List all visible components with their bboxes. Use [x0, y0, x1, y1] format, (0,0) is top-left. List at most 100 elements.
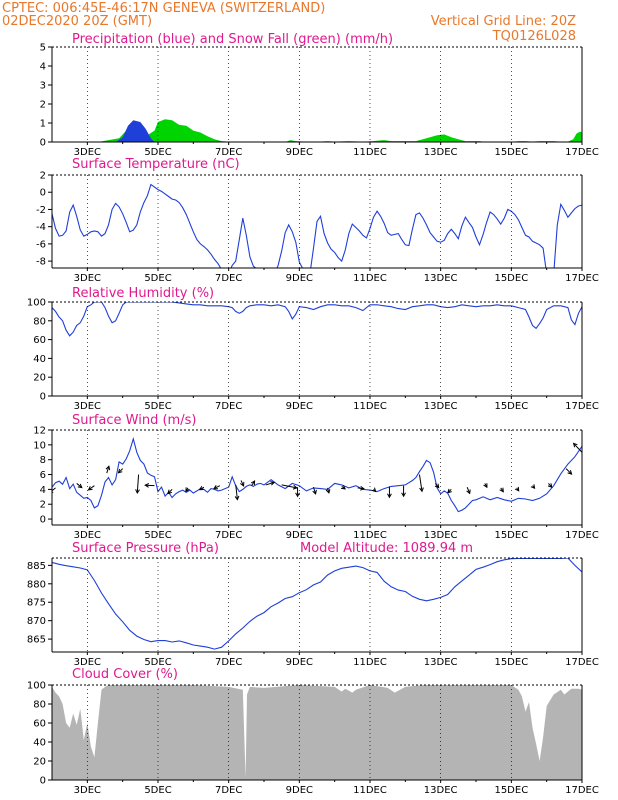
wind-arrow	[76, 483, 83, 489]
x-tick-label: 13DEC	[424, 401, 458, 412]
x-tick-label: 11DEC	[353, 147, 387, 158]
y-tick-label: 20	[33, 373, 46, 384]
plot-area	[52, 302, 582, 337]
panel-pres: Surface Pressure (hPa) Model Altitude: 10…	[27, 541, 599, 668]
y-tick-label: 875	[27, 598, 46, 609]
wind-arrow	[281, 484, 298, 490]
x-tick-label: 5DEC	[144, 273, 171, 284]
y-tick-label: 0	[40, 776, 46, 787]
wind-arrow-shaft	[565, 468, 572, 475]
wind-arrow-head	[87, 486, 93, 491]
precipitation-area	[115, 120, 155, 142]
y-tick-label: 60	[33, 719, 46, 730]
y-tick-label: 80	[33, 700, 46, 711]
x-tick-label: 3DEC	[74, 401, 101, 412]
panel-title: Cloud Cover (%)	[72, 667, 178, 682]
y-tick-label: 12	[33, 426, 46, 437]
temp-series-line	[52, 183, 582, 268]
wind-arrow-shaft	[573, 443, 582, 453]
y-tick-label: 5	[40, 43, 46, 54]
wind-arrow	[565, 468, 573, 475]
wind-arrow	[401, 485, 406, 498]
wind-arrow	[312, 486, 317, 495]
snowfall-area	[97, 119, 582, 142]
panel-title: Surface Wind (m/s)	[72, 413, 196, 428]
wind-arrow	[198, 485, 205, 491]
wind-arrow-head	[270, 481, 276, 486]
wind-arrow	[265, 481, 276, 486]
wind-arrow-head	[240, 481, 245, 487]
x-tick-label: 7DEC	[215, 530, 242, 541]
x-tick-label: 5DEC	[144, 785, 171, 796]
y-tick-label: 865	[27, 635, 46, 646]
wind-arrow	[418, 474, 424, 493]
x-tick-label: 15DEC	[494, 657, 528, 668]
wind-arrow-head	[567, 470, 573, 475]
plot-area	[52, 558, 582, 650]
wind-arrow-head	[466, 489, 471, 495]
cloud-cover-area	[52, 685, 582, 780]
wind-arrow-head	[135, 489, 140, 495]
plot-area	[97, 119, 582, 142]
wind-arrow-head	[325, 488, 331, 494]
y-tick-label: 100	[27, 298, 46, 309]
wind-arrow-head	[360, 485, 365, 491]
model-altitude-label: Model Altitude: 1089.94 m	[300, 541, 473, 556]
x-tick-label: 17DEC	[565, 530, 599, 541]
y-tick-label: 40	[33, 354, 46, 365]
y-tick-label: -2	[36, 205, 46, 216]
x-tick-label: 9DEC	[286, 147, 313, 158]
x-tick-label: 17DEC	[565, 147, 599, 158]
wind-arrow-head	[419, 487, 424, 493]
x-tick-label: 3DEC	[74, 785, 101, 796]
x-tick-label: 15DEC	[494, 401, 528, 412]
y-tick-label: 8	[40, 455, 46, 466]
wind-arrow	[167, 489, 173, 495]
header-model: TQ0126L028	[492, 29, 576, 44]
y-tick-label: 60	[33, 335, 46, 346]
wind-arrow-shaft	[312, 486, 317, 495]
panel-cloud: Cloud Cover (%) 3DEC 5DEC 7DEC 9DEC 11DEC 13DE…	[27, 667, 599, 796]
x-tick-label: 13DEC	[424, 273, 458, 284]
wind-arrow-head	[530, 484, 536, 490]
y-tick-label: 0	[40, 392, 46, 403]
wind-arrow-head	[312, 489, 317, 495]
wind-arrow	[357, 485, 365, 491]
x-tick-label: 15DEC	[494, 530, 528, 541]
wind-arrow-head	[250, 480, 256, 486]
wind-arrow-head	[483, 483, 488, 489]
wind-arrow	[434, 483, 440, 489]
x-tick-label: 11DEC	[353, 785, 387, 796]
wind-arrow	[87, 485, 95, 491]
wind-arrow	[213, 485, 221, 490]
wind-arrow	[105, 465, 111, 474]
wind-arrow-head	[434, 483, 440, 489]
wind-arrow-head	[572, 442, 578, 448]
panel-wind: Surface Wind (m/s) 3DEC 5DEC 7DEC 9DEC 11DEC 1…	[33, 413, 599, 541]
x-tick-label: 9DEC	[286, 401, 313, 412]
wind-arrow	[234, 484, 240, 501]
x-tick-label: 9DEC	[286, 785, 313, 796]
wind-arrow-head	[514, 486, 520, 492]
wind-arrow	[572, 442, 582, 453]
y-tick-label: 4	[40, 485, 46, 496]
wind-arrow-head	[447, 488, 452, 494]
x-tick-label: 17DEC	[565, 657, 599, 668]
x-tick-label: 3DEC	[74, 273, 101, 284]
panel-temp: Surface Temperature (nC) 3DEC 5DEC 7DEC 9DEC…	[36, 157, 599, 284]
y-tick-label: 3	[40, 81, 46, 92]
x-tick-label: 11DEC	[353, 657, 387, 668]
x-tick-label: 13DEC	[424, 530, 458, 541]
y-tick-label: 40	[33, 738, 46, 749]
panel-title: Precipitation (blue) and Snow Fall (gree…	[72, 32, 393, 47]
wind-arrow-shaft	[136, 474, 140, 494]
panel-precip: Precipitation (blue) and Snow Fall (gree…	[40, 32, 599, 158]
y-tick-label: 2	[40, 171, 46, 182]
wind-arrow	[371, 487, 377, 493]
rh-series-line	[52, 302, 582, 337]
x-tick-label: 3DEC	[74, 657, 101, 668]
x-tick-label: 17DEC	[565, 273, 599, 284]
wind-arrow-shaft	[281, 484, 297, 489]
wind-arrow-head	[234, 495, 240, 501]
